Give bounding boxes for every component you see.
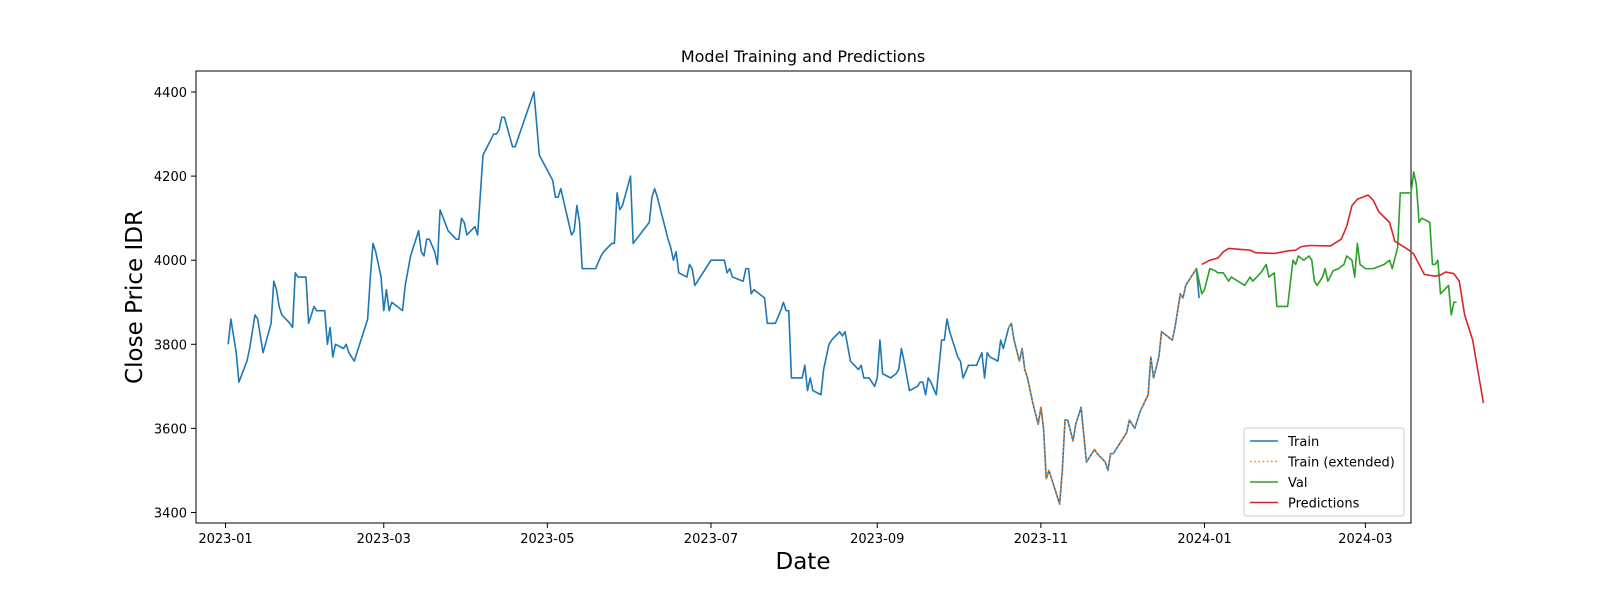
y-tick-label: 3400 <box>154 506 187 521</box>
x-tick-label: 2023-11 <box>1014 532 1068 547</box>
y-tick-label: 3800 <box>154 338 187 353</box>
series-line-val <box>1195 171 1457 316</box>
y-axis-ticks: 3400 3600 3800 4000 4200 4400 <box>154 86 196 521</box>
y-tick-label: 3600 <box>154 422 187 437</box>
plot-area <box>195 70 1412 524</box>
x-tick-label: 2024-03 <box>1338 532 1392 547</box>
x-tick-label: 2023-01 <box>198 532 252 547</box>
legend-label: Train <box>1287 435 1319 450</box>
series-line-train-extended <box>1008 268 1198 505</box>
x-tick-label: 2023-05 <box>520 532 574 547</box>
legend: Train Train (extended) Val Predictions <box>1243 427 1405 517</box>
chart-title: Model Training and Predictions <box>681 47 925 66</box>
y-tick-label: 4200 <box>154 170 187 185</box>
legend-label: Predictions <box>1288 497 1360 512</box>
legend-label: Val <box>1288 476 1307 491</box>
legend-label: Train (extended) <box>1287 456 1395 471</box>
legend-box <box>1243 427 1405 517</box>
x-tick-label: 2023-03 <box>357 532 411 547</box>
x-tick-label: 2024-01 <box>1177 532 1231 547</box>
y-tick-label: 4000 <box>154 254 187 269</box>
y-tick-label: 4400 <box>154 86 187 101</box>
x-axis-label: Date <box>776 549 831 575</box>
y-axis-label: Close Price IDR <box>122 210 148 384</box>
series-line-predictions <box>1201 194 1485 404</box>
x-tick-label: 2023-09 <box>850 532 904 547</box>
x-axis-ticks: 2023-01 2023-03 2023-05 2023-07 2023-09 2023-… <box>198 523 1393 547</box>
x-tick-label: 2023-07 <box>684 532 738 547</box>
series-layer <box>227 91 1485 505</box>
